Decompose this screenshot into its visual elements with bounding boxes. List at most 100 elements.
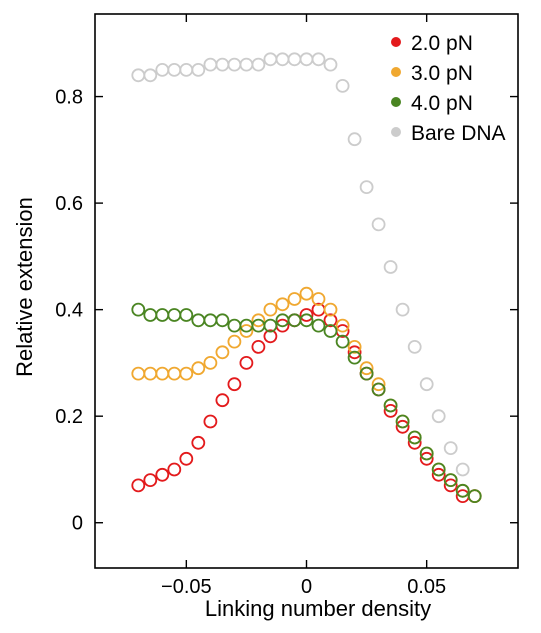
data-point bbox=[371, 382, 386, 397]
data-point bbox=[167, 462, 182, 477]
series-3 bbox=[131, 52, 470, 477]
data-point bbox=[287, 313, 302, 328]
legend-item: 2.0 pN bbox=[391, 32, 473, 55]
x-tick-label: 0.05 bbox=[407, 576, 446, 598]
data-point bbox=[311, 318, 326, 333]
data-point bbox=[323, 313, 338, 328]
data-point bbox=[239, 355, 254, 370]
data-point bbox=[323, 57, 338, 72]
data-point bbox=[359, 361, 374, 376]
data-point bbox=[467, 489, 482, 504]
data-point bbox=[263, 52, 278, 67]
data-point bbox=[383, 398, 398, 413]
data-point bbox=[431, 409, 446, 424]
data-point bbox=[407, 435, 422, 450]
y-axis-title: Relative extension bbox=[12, 197, 37, 377]
data-point bbox=[155, 63, 170, 77]
data-point bbox=[131, 478, 146, 493]
data-point bbox=[347, 345, 362, 360]
y-tick-label: 0.6 bbox=[55, 193, 83, 215]
data-point bbox=[311, 292, 326, 306]
data-point bbox=[251, 313, 266, 328]
data-point bbox=[131, 366, 146, 381]
data-point bbox=[287, 292, 302, 306]
data-point bbox=[323, 324, 338, 338]
data-point bbox=[167, 366, 182, 381]
data-point bbox=[227, 377, 242, 392]
data-point bbox=[299, 52, 314, 67]
y-tick-label: 0.2 bbox=[55, 406, 83, 428]
data-point bbox=[275, 297, 290, 312]
data-point bbox=[191, 435, 206, 450]
y-tick-label: 0.4 bbox=[55, 300, 83, 322]
data-point bbox=[371, 377, 386, 392]
data-point bbox=[239, 324, 254, 338]
data-point bbox=[287, 52, 302, 67]
data-point bbox=[299, 313, 314, 328]
data-point bbox=[179, 63, 194, 77]
data-point bbox=[203, 355, 218, 370]
data-point bbox=[239, 57, 254, 72]
legend-label: 3.0 pN bbox=[411, 62, 473, 85]
data-point bbox=[227, 334, 242, 349]
data-point bbox=[419, 377, 434, 392]
legend-item: Bare DNA bbox=[391, 122, 506, 145]
data-point bbox=[203, 313, 218, 328]
data-point bbox=[395, 414, 410, 429]
data-point bbox=[359, 366, 374, 381]
data-point bbox=[323, 302, 338, 317]
data-point bbox=[215, 57, 230, 72]
data-point bbox=[155, 308, 170, 322]
data-point bbox=[431, 467, 446, 482]
legend-marker bbox=[391, 127, 401, 137]
data-point bbox=[383, 260, 398, 274]
data-point bbox=[395, 302, 410, 317]
data-point bbox=[443, 441, 458, 456]
data-point bbox=[299, 308, 314, 322]
data-point bbox=[335, 334, 350, 349]
data-point bbox=[215, 393, 230, 408]
y-tick-label: 0 bbox=[72, 513, 83, 535]
data-point bbox=[215, 313, 230, 328]
data-point bbox=[359, 180, 374, 195]
x-tick-label: 0 bbox=[301, 576, 312, 598]
legend-marker bbox=[391, 37, 401, 47]
data-point bbox=[335, 79, 350, 93]
data-point bbox=[155, 467, 170, 482]
legend-item: 4.0 pN bbox=[391, 92, 473, 115]
data-point bbox=[347, 339, 362, 354]
legend-marker bbox=[391, 97, 401, 107]
data-point bbox=[311, 52, 326, 67]
data-point bbox=[179, 451, 194, 466]
data-point bbox=[443, 473, 458, 488]
legend: 2.0 pN 3.0 pN 4.0 pN Bare DNA bbox=[391, 32, 506, 145]
data-point bbox=[263, 329, 278, 344]
legend-label: 2.0 pN bbox=[411, 32, 473, 55]
series-0 bbox=[131, 302, 482, 504]
data-point bbox=[227, 318, 242, 333]
data-point bbox=[155, 366, 170, 381]
data-point bbox=[263, 302, 278, 317]
data-point bbox=[419, 451, 434, 466]
data-point bbox=[143, 366, 158, 381]
data-point bbox=[203, 57, 218, 72]
data-point bbox=[371, 217, 386, 232]
data-point bbox=[347, 350, 362, 365]
data-point bbox=[167, 308, 182, 322]
axes-layer: −0.05 0 0.05 0 0.2 0.4 0.6 0.8 bbox=[55, 13, 519, 598]
data-point bbox=[191, 63, 206, 77]
series-layer bbox=[131, 52, 482, 504]
data-point bbox=[179, 308, 194, 322]
data-point bbox=[215, 345, 230, 360]
data-point bbox=[419, 446, 434, 461]
data-point bbox=[143, 68, 158, 83]
data-point bbox=[395, 419, 410, 434]
data-point bbox=[455, 462, 470, 477]
data-point bbox=[455, 483, 470, 498]
data-point bbox=[443, 478, 458, 493]
data-point bbox=[431, 462, 446, 477]
data-point bbox=[335, 318, 350, 333]
data-point bbox=[143, 308, 158, 322]
